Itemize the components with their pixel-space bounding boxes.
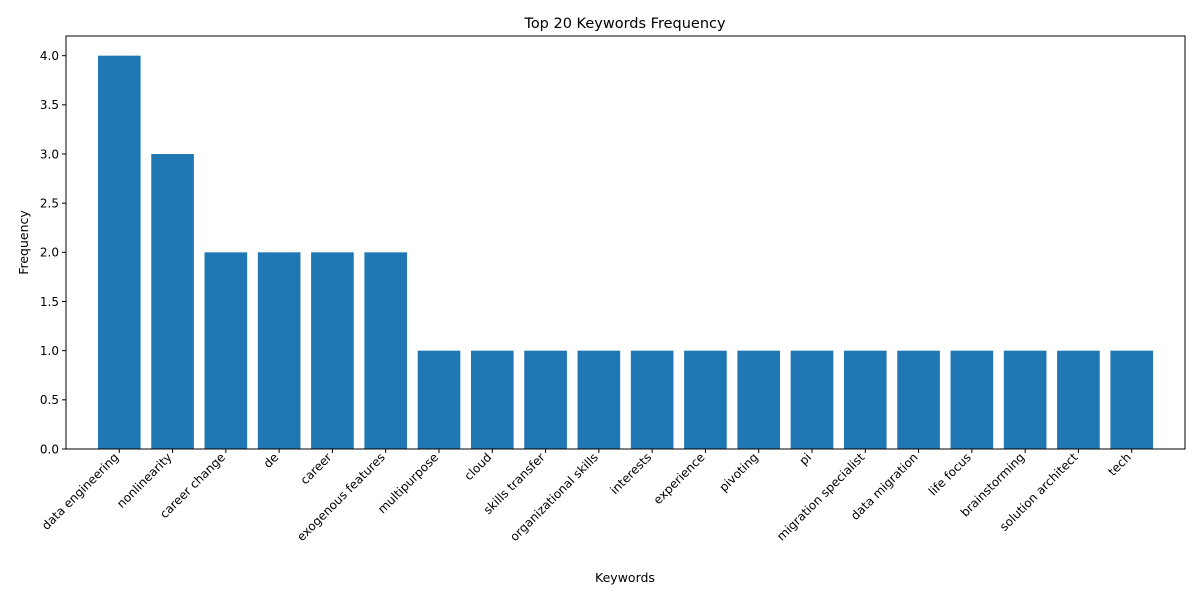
y-tick-label-8: 4.0 xyxy=(40,49,59,63)
bar-8 xyxy=(524,350,567,449)
bar-1 xyxy=(151,154,194,449)
bar-13 xyxy=(790,350,834,449)
bar-9 xyxy=(577,350,621,449)
bar-14 xyxy=(843,350,887,449)
x-tick-label-5: exogenous features xyxy=(294,450,388,544)
plot-area xyxy=(97,55,1154,450)
x-tick-label-0: data engineering xyxy=(39,450,121,532)
y-tick-label-6: 3.0 xyxy=(40,147,59,161)
y-tick-label-5: 2.5 xyxy=(40,196,59,210)
bar-2 xyxy=(204,252,248,449)
x-tick-label-16: life focus xyxy=(926,450,974,498)
x-tick-label-11: experience xyxy=(651,450,708,507)
bar-4 xyxy=(311,252,354,449)
plot-frame xyxy=(65,35,1186,450)
x-tick-label-9: organizational skills xyxy=(507,450,601,544)
y-axis: 0.0 0.5 1.0 1.5 2.0 2.5 3.0 3.5 4.0 xyxy=(40,49,66,456)
x-tick-label-10: interests xyxy=(607,450,654,497)
bar-5 xyxy=(364,252,408,449)
bar-12 xyxy=(737,350,781,449)
bar-18 xyxy=(1057,350,1100,449)
bar-7 xyxy=(470,350,514,449)
bar-10 xyxy=(630,350,674,449)
x-tick-label-19: tech xyxy=(1105,450,1133,478)
chart-title: Top 20 Keywords Frequency xyxy=(523,16,726,32)
x-tick-label-7: cloud xyxy=(462,450,495,483)
x-tick-label-14: migration specialist xyxy=(774,450,867,543)
bar-3 xyxy=(257,252,301,449)
y-axis-label: Frequency xyxy=(16,210,31,275)
bar-19 xyxy=(1110,350,1154,449)
y-tick-label-4: 2.0 xyxy=(40,246,59,260)
y-tick-label-7: 3.5 xyxy=(40,98,59,112)
x-tick-label-3: de xyxy=(261,450,282,471)
bar-17 xyxy=(1003,350,1047,449)
bar-6 xyxy=(417,350,461,449)
bar-15 xyxy=(897,350,940,449)
y-tick-label-1: 0.5 xyxy=(40,393,59,407)
x-tick-label-13: pi xyxy=(796,450,814,468)
bar-11 xyxy=(684,350,727,449)
x-tick-label-12: pivoting xyxy=(717,450,761,494)
bar-16 xyxy=(950,350,994,449)
x-tick-label-4: career xyxy=(298,450,335,487)
y-tick-label-0: 0.0 xyxy=(40,442,59,456)
y-tick-label-2: 1.0 xyxy=(40,344,59,358)
y-tick-label-3: 1.5 xyxy=(40,295,59,309)
bar-0 xyxy=(97,55,141,450)
x-axis-label: Keywords xyxy=(595,570,655,585)
